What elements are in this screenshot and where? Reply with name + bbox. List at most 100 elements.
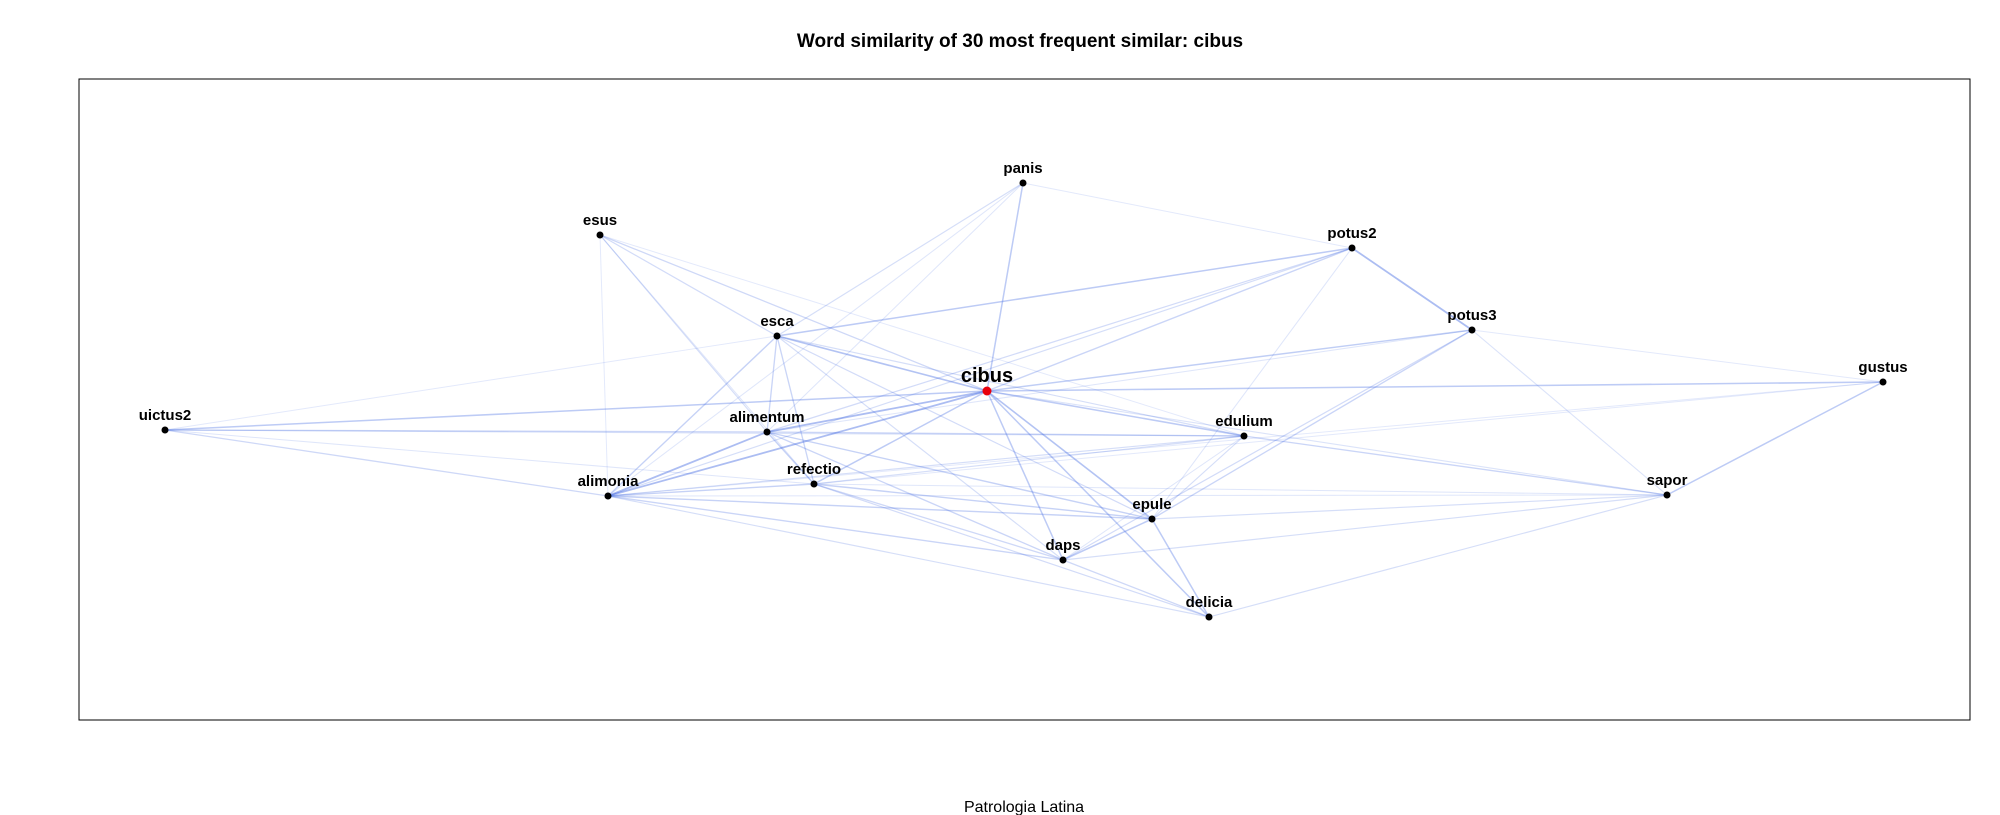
edge-cibus-daps [986, 390, 1064, 561]
edges-layer [164, 182, 1884, 618]
edge-cibus-esca [776, 335, 988, 392]
node-label-edulium: edulium [1215, 413, 1273, 430]
edge-alimentum-daps [766, 431, 1064, 561]
node-cibus [982, 386, 992, 396]
edge-esca-edulium [776, 335, 1245, 437]
node-label-esus: esus [583, 212, 617, 229]
chart-caption: Patrologia Latina [964, 799, 1084, 815]
edge-potus3-gustus [1471, 329, 1884, 383]
chart-title: Word similarity of 30 most frequent simi… [797, 31, 1243, 52]
edge-panis-potus2 [1022, 182, 1353, 249]
edge-potus3-epule [1151, 329, 1473, 520]
edge-potus2-alimentum [766, 247, 1353, 433]
edge-potus2-alimonia [607, 247, 1353, 497]
node-label-alimentum: alimentum [729, 409, 804, 426]
edge-cibus-potus3 [986, 329, 1473, 392]
node-label-refectio: refectio [787, 461, 841, 478]
edge-esca-alimonia [607, 335, 778, 497]
edge-potus3-alimentum [766, 329, 1473, 433]
edge-alimonia-delicia [607, 495, 1210, 618]
node-uictus2 [161, 426, 169, 434]
edge-refectio-epule [813, 483, 1153, 520]
node-potus2 [1348, 244, 1356, 252]
node-gustus [1879, 378, 1887, 386]
edge-panis-esca [776, 182, 1024, 337]
edge-cibus-esus [599, 234, 988, 392]
node-label-esca: esca [760, 313, 794, 330]
edge-alimentum-edulium [766, 431, 1245, 437]
edge-potus3-sapor [1471, 329, 1668, 496]
node-refectio [810, 480, 818, 488]
node-label-panis: panis [1003, 160, 1042, 177]
edge-esca-epule [776, 335, 1153, 520]
node-panis [1019, 179, 1027, 187]
edge-esus-esca [599, 234, 778, 337]
node-sapor [1663, 491, 1671, 499]
nodes-layer: cibus panis esus potus2 potus3 esca gustus uict… [139, 160, 1908, 621]
edge-cibus-sapor [986, 390, 1668, 496]
node-epule [1148, 515, 1156, 523]
edge-daps-delicia [1062, 559, 1210, 618]
edge-refectio-daps [813, 483, 1064, 561]
edge-esus-alimonia [599, 234, 609, 497]
edge-cibus-alimentum [766, 390, 988, 433]
edge-esca-alimentum [766, 335, 778, 433]
edge-epule-delicia [1151, 518, 1210, 618]
node-alimonia [604, 492, 612, 500]
edge-cibus-panis [986, 182, 1024, 392]
edge-cibus-delicia [986, 390, 1210, 618]
node-esca [773, 332, 781, 340]
edge-edulium-daps [1062, 435, 1245, 561]
edge-gustus-refectio [813, 381, 1884, 485]
edge-uictus2-edulium [164, 429, 1245, 437]
edge-edulium-alimonia [607, 435, 1245, 497]
edge-sapor-delicia [1208, 494, 1668, 618]
edge-gustus-sapor [1666, 381, 1884, 496]
node-label-sapor: sapor [1647, 472, 1688, 489]
node-label-epule: epule [1132, 496, 1171, 513]
node-label-delicia: delicia [1186, 594, 1233, 611]
edge-uictus2-refectio [164, 429, 815, 485]
edge-cibus-potus2 [986, 247, 1353, 392]
node-label-alimonia: alimonia [578, 473, 640, 490]
edge-panis-alimentum [766, 182, 1024, 433]
edge-edulium-epule [1151, 435, 1245, 520]
node-label-cibus: cibus [961, 365, 1013, 387]
node-label-potus3: potus3 [1447, 307, 1496, 324]
node-delicia [1205, 613, 1213, 621]
node-label-potus2: potus2 [1327, 225, 1376, 242]
edge-cibus-epule [986, 390, 1153, 520]
edge-epule-daps [1062, 518, 1153, 561]
edge-uictus2-alimonia [164, 429, 609, 497]
edge-potus2-esca [776, 247, 1353, 337]
node-label-uictus2: uictus2 [139, 407, 192, 424]
edge-alimentum-refectio [766, 431, 815, 485]
edge-cibus-refectio [813, 390, 988, 485]
edge-esca-refectio [776, 335, 815, 485]
plot-frame [78, 78, 1971, 721]
node-edulium [1240, 432, 1248, 440]
edge-edulium-refectio [813, 435, 1245, 485]
edge-cibus-uictus2 [164, 390, 988, 431]
edge-refectio-sapor [813, 483, 1668, 496]
edge-alimentum-alimonia [607, 431, 768, 497]
node-daps [1059, 556, 1067, 564]
edge-sapor-epule [1151, 494, 1668, 520]
edge-alimonia-sapor [607, 494, 1668, 497]
edge-alimonia-epule [607, 495, 1153, 520]
edge-potus2-epule [1151, 247, 1353, 520]
edge-esus-alimentum [599, 234, 768, 433]
edge-potus2-potus3 [1351, 247, 1473, 331]
node-potus3 [1468, 326, 1476, 334]
edge-alimonia-daps [607, 495, 1064, 561]
node-label-gustus: gustus [1858, 359, 1907, 376]
edge-sapor-daps [1062, 494, 1668, 561]
edge-alimonia-refectio [607, 483, 815, 497]
edge-cibus-alimonia [607, 390, 988, 497]
edge-esca-daps [776, 335, 1064, 561]
edge-esus-edulium [599, 234, 1245, 437]
edge-cibus-gustus [986, 381, 1884, 392]
node-alimentum [763, 428, 771, 436]
node-esus [596, 231, 604, 239]
